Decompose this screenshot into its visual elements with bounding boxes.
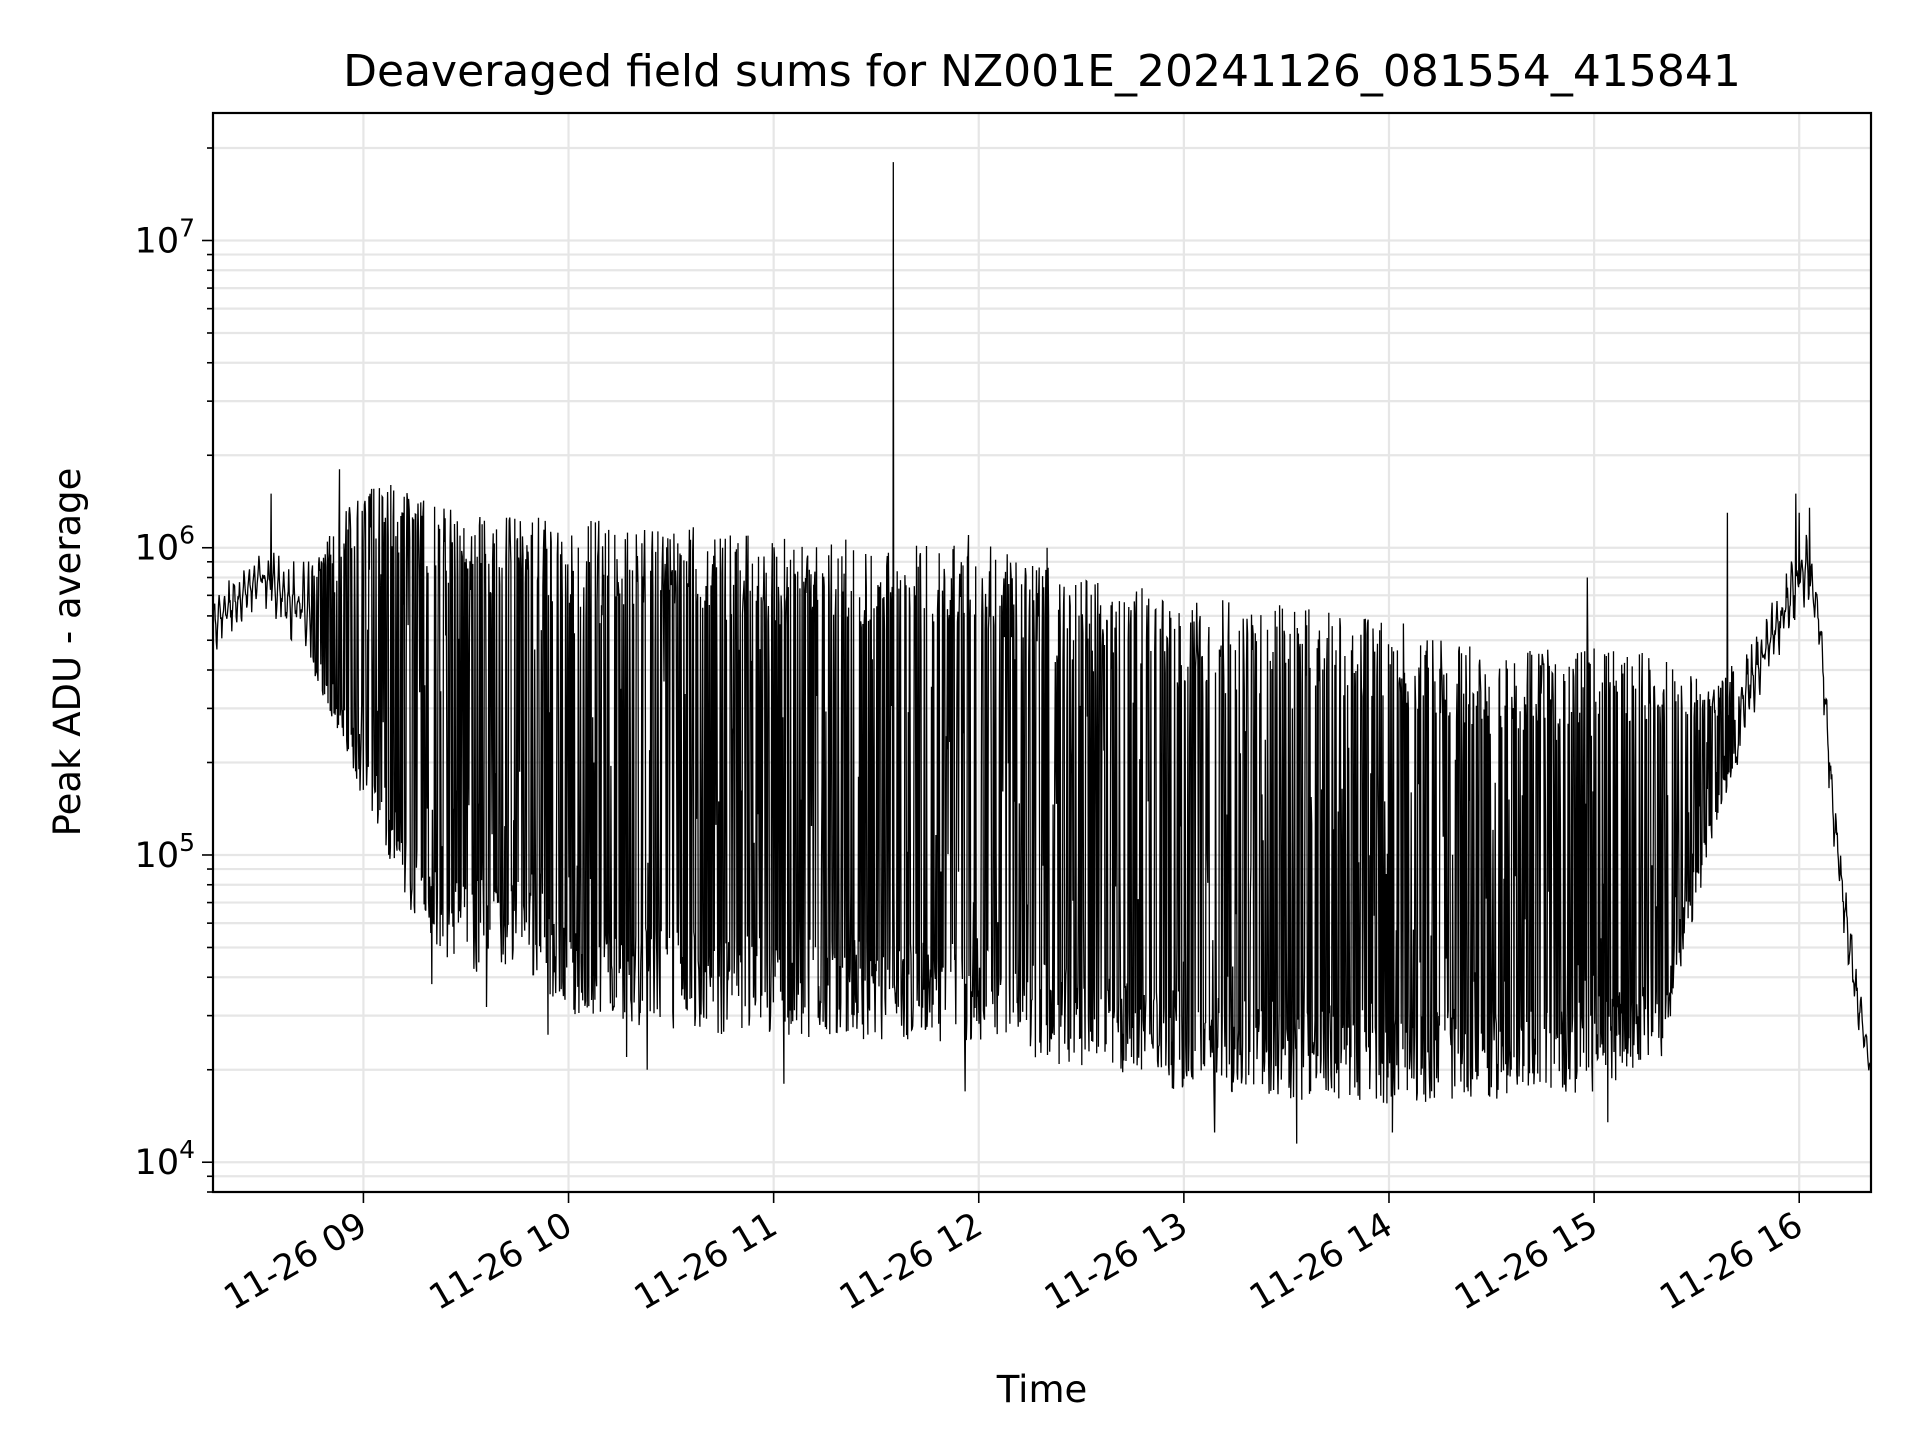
y-tick-base: 10 [135, 1143, 180, 1183]
y-tick-base: 10 [135, 529, 180, 569]
y-tick-label: 104 [135, 1135, 195, 1183]
y-tick-base: 10 [135, 221, 180, 261]
y-tick-base: 10 [135, 836, 180, 876]
chart-title: Deaveraged field sums for NZ001E_2024112… [343, 46, 1741, 97]
y-tick-exponent: 5 [179, 828, 195, 857]
y-tick-exponent: 4 [179, 1135, 195, 1164]
plot-frame [211, 111, 1873, 1194]
y-tick-label: 105 [135, 828, 195, 876]
series-line [212, 162, 1872, 1144]
x-axis-label: Time [996, 1368, 1088, 1411]
y-tick-label: 106 [135, 521, 195, 569]
y-tick-label: 107 [135, 213, 195, 261]
y-tick-exponent: 7 [179, 213, 195, 242]
y-tick-exponent: 6 [179, 521, 195, 550]
series-layer [212, 162, 1872, 1144]
y-axis-label: Peak ADU - average [46, 468, 89, 837]
